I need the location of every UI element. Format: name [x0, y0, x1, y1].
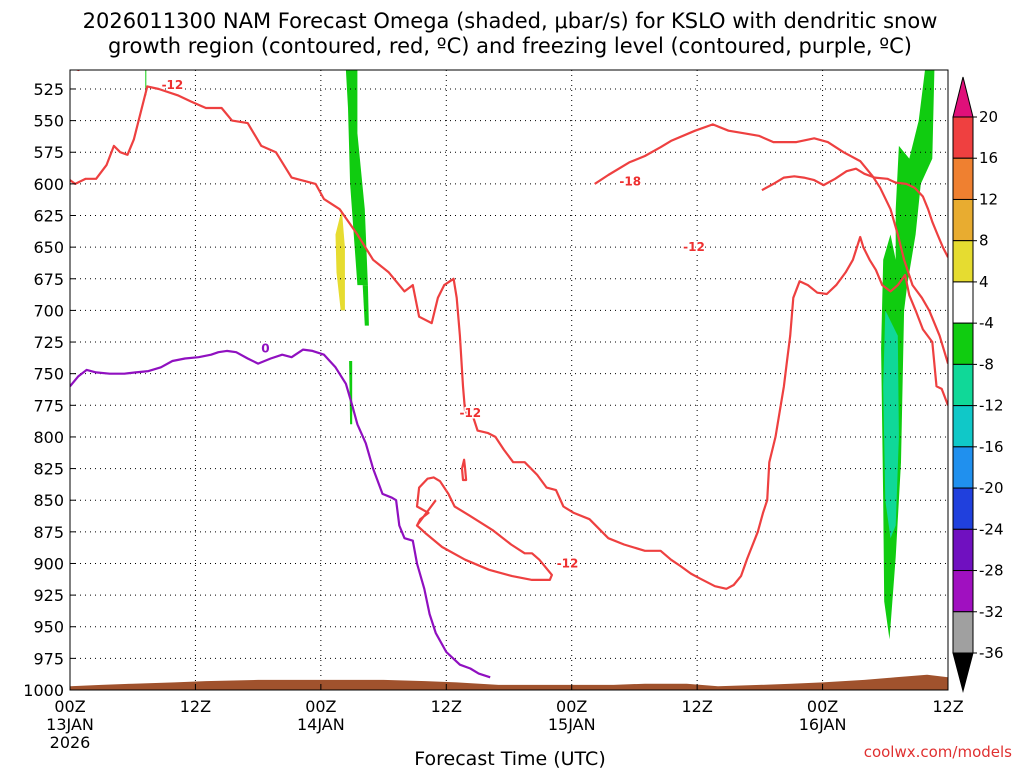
- terrain-layer: [70, 674, 948, 690]
- colorbar-label-3: 8: [979, 232, 989, 250]
- omega-region-1: [345, 70, 368, 286]
- y-tick-label-875: 875: [33, 523, 64, 542]
- colorbar-bin-2: [952, 157, 974, 200]
- colorbar-bottom-arrow: [952, 652, 974, 693]
- colorbar-label-5: -4: [979, 314, 994, 332]
- freezing-label: 0: [261, 341, 269, 355]
- dgz-label-3: -18: [619, 174, 641, 188]
- y-tick-label-900: 900: [33, 554, 64, 573]
- y-tick-label-675: 675: [33, 270, 64, 289]
- y-tick-label-625: 625: [33, 207, 64, 226]
- colorbar-bin-8: [952, 405, 974, 448]
- dgz-contour-4: [761, 167, 948, 258]
- freezing-level-line: [70, 348, 491, 679]
- x-tick-label-48-1: 15JAN: [548, 715, 596, 734]
- colorbar-label-4: 4: [979, 273, 989, 291]
- colorbar-label-12: -32: [979, 603, 1004, 621]
- x-tick-label-24-1: 14JAN: [297, 715, 345, 734]
- x-tick-label-36-0: 12Z: [431, 697, 462, 716]
- x-tick-label-0-2: 2026: [50, 733, 91, 752]
- y-tick-label-975: 975: [33, 649, 64, 668]
- x-tick-label-72-0: 00Z: [807, 697, 838, 716]
- dgz-contour-layer: [70, 70, 948, 590]
- colorbar-top-arrow: [952, 76, 974, 118]
- colorbar-label-6: -8: [979, 355, 994, 373]
- y-tick-label-850: 850: [33, 491, 64, 510]
- omega-shading-layer: [145, 70, 935, 640]
- x-tick-label-0-1: 13JAN: [46, 715, 94, 734]
- colorbar-bin-12: [952, 570, 974, 613]
- y-tick-label-825: 825: [33, 460, 64, 479]
- title-line-2: growth region (contoured, red, ºC) and f…: [108, 34, 912, 58]
- y-tick-label-550: 550: [33, 112, 64, 131]
- colorbar-label-2: 12: [979, 190, 998, 208]
- colorbar-bin-10: [952, 487, 974, 530]
- colorbar: 20 16 12 8 4 -4 -8 -12 -16 -20 -24 -28 -32 -36: [952, 76, 1004, 693]
- y-tick-label-600: 600: [33, 175, 64, 194]
- colorbar-label-8: -16: [979, 438, 1004, 456]
- x-tick-label-72-1: 16JAN: [799, 715, 847, 734]
- y-tick-label-750: 750: [33, 365, 64, 384]
- colorbar-label-0: 20: [979, 108, 998, 126]
- y-tick-label-1000: 1000: [23, 681, 64, 700]
- x-axis-label: Forecast Time (UTC): [414, 748, 605, 768]
- y-tick-label-650: 650: [33, 238, 64, 257]
- colorbar-label-13: -36: [979, 644, 1004, 662]
- x-tick-label-0-0: 00Z: [54, 697, 85, 716]
- colorbar-label-11: -28: [979, 562, 1004, 580]
- omega-region-2: [362, 285, 369, 326]
- title-line-1: 2026011300 NAM Forecast Omega (shaded, μ…: [83, 9, 938, 33]
- colorbar-label-9: -20: [979, 479, 1004, 497]
- x-tick-label-24-0: 00Z: [305, 697, 336, 716]
- y-tick-label-725: 725: [33, 333, 64, 352]
- colorbar-bin-7: [952, 363, 974, 407]
- dgz-label-0: -12: [162, 78, 184, 92]
- y-tick-label-775: 775: [33, 396, 64, 415]
- dgz-contour-3: [594, 123, 948, 364]
- dgz-contour-5: [460, 458, 468, 482]
- x-tick-label-48-0: 00Z: [556, 697, 587, 716]
- gridlines: [70, 70, 948, 690]
- colorbar-bin-11: [952, 528, 974, 572]
- colorbar-label-10: -24: [979, 520, 1004, 538]
- omega-region-6: [883, 310, 899, 539]
- credit-text: coolwx.com/models: [864, 743, 1012, 761]
- colorbar-bin-9: [952, 446, 974, 489]
- y-tick-label-950: 950: [33, 618, 64, 637]
- plot-frame: [69, 69, 949, 691]
- colorbar-bin-4: [952, 240, 974, 283]
- chart-title: 2026011300 NAM Forecast Omega (shaded, μ…: [83, 9, 938, 58]
- colorbar-label-1: 16: [979, 149, 998, 167]
- colorbar-bin-3: [952, 198, 974, 242]
- x-tick-label-60-0: 12Z: [681, 697, 712, 716]
- y-tick-label-925: 925: [33, 586, 64, 605]
- dgz-label-2: -12: [557, 556, 579, 570]
- y-axis: 525 550 575 600 625 650 675 700 725 750 775 800 825 8…: [23, 80, 76, 700]
- dgz-label-4: -12: [683, 240, 705, 254]
- omega-region-3: [349, 361, 353, 425]
- colorbar-label-7: -12: [979, 397, 1004, 415]
- terrain-fill: [70, 674, 948, 690]
- y-tick-label-800: 800: [33, 428, 64, 447]
- omega-region-4: [335, 209, 345, 311]
- y-tick-label-700: 700: [33, 301, 64, 320]
- freezing-level-layer: [70, 348, 491, 679]
- colorbar-bin-13: [952, 611, 974, 654]
- dgz-contour-2: [415, 476, 554, 582]
- y-tick-label-525: 525: [33, 80, 64, 99]
- x-tick-label-12-0: 12Z: [180, 697, 211, 716]
- colorbar-bin-6: [952, 322, 974, 365]
- x-tick-label-84-0: 12Z: [932, 697, 963, 716]
- contour-label-layer: -12 -12 -12 -18 -12 0: [160, 77, 706, 572]
- colorbar-bin-1: [952, 116, 974, 159]
- colorbar-bin-5: [952, 281, 974, 324]
- dgz-label-1: -12: [459, 406, 481, 420]
- dgz-contour-1: [70, 85, 948, 590]
- y-tick-label-575: 575: [33, 143, 64, 162]
